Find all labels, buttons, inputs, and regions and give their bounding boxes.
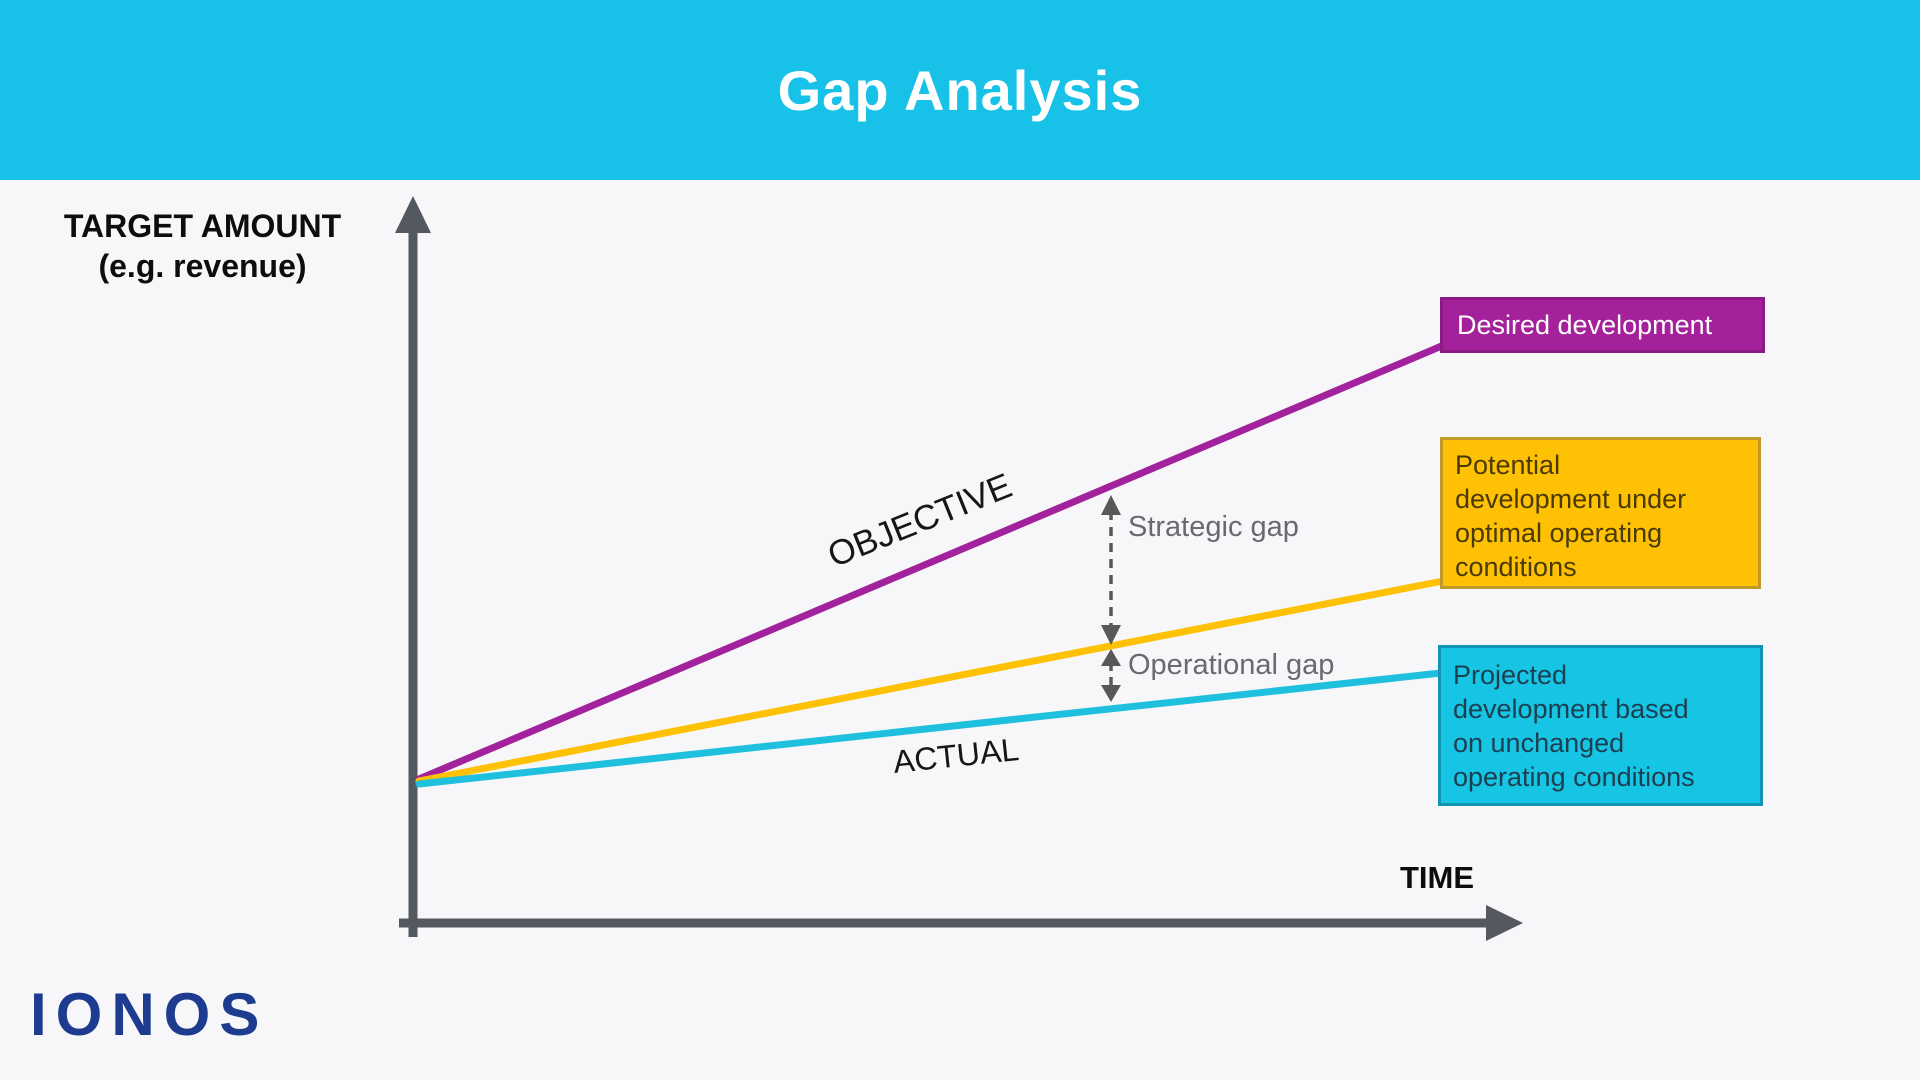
strategic-gap-arrowhead-up-icon (1101, 495, 1121, 515)
actual-line (415, 669, 1445, 788)
legend-potential-line3: optimal operating (1455, 518, 1663, 549)
legend-potential-line2: development under (1455, 484, 1687, 515)
legend-potential-line1: Potential (1455, 450, 1561, 480)
operational-gap-arrowhead-up-icon (1101, 649, 1121, 666)
legend-projected-line1: Projected (1453, 660, 1568, 690)
strategic-gap-arrowhead-down-icon (1101, 625, 1121, 645)
legend-projected-development: Projected development based on unchanged… (1438, 645, 1763, 806)
x-axis-label: TIME (1400, 860, 1475, 895)
objective-line (415, 341, 1448, 783)
operational-gap-arrowhead-down-icon (1101, 685, 1121, 702)
operational-gap-label: Operational gap (1128, 649, 1335, 681)
legend-desired-development: Desired development (1440, 297, 1765, 353)
y-axis-label-line1: TARGET AMOUNT (63, 208, 342, 244)
strategic-gap-label: Strategic gap (1128, 511, 1299, 543)
page-title: Gap Analysis (777, 58, 1143, 122)
legend-projected-line2: development based (1453, 694, 1689, 725)
legend-projected-line4: operating conditions (1453, 762, 1695, 793)
legend-projected-line3: on unchanged (1453, 728, 1625, 759)
ionos-logo: IONOS (30, 981, 269, 1048)
title-banner: Gap Analysis (0, 0, 1920, 180)
y-axis-label-line2: (e.g. revenue) (98, 248, 307, 284)
legend-desired-text: Desired development (1457, 309, 1713, 340)
legend-potential-development: Potential development under optimal oper… (1440, 437, 1761, 589)
y-axis-arrowhead-icon (395, 196, 431, 233)
legend-potential-line4: conditions (1455, 552, 1577, 583)
potential-line (415, 577, 1447, 785)
x-axis-arrowhead-icon (1486, 905, 1523, 941)
y-axis-label: TARGET AMOUNT (e.g. revenue) (25, 206, 380, 286)
